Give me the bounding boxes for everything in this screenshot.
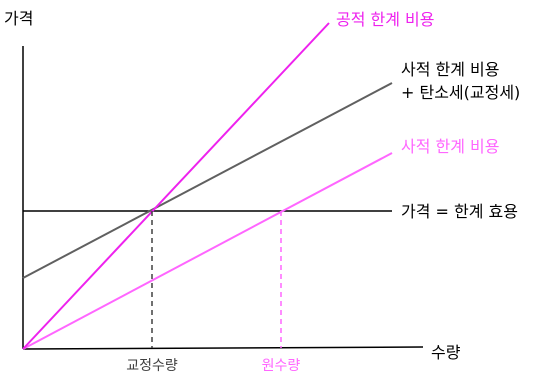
private-plus-tax-line <box>22 82 393 279</box>
original-quantity-label: 원수량 <box>262 358 301 374</box>
social-cost-line <box>22 22 330 350</box>
private-plus-tax-label-2: + 탄소세(교정세) <box>401 83 520 102</box>
x-axis <box>22 346 424 350</box>
x-axis-label: 수량 <box>431 343 461 362</box>
private-plus-tax-label-1: 사적 한계 비용 <box>401 60 500 79</box>
social-cost-label: 공적 한계 비용 <box>336 10 435 29</box>
y-axis-label: 가격 <box>4 9 33 28</box>
private-cost-label: 사적 한계 비용 <box>401 137 500 156</box>
price-label: 가격 = 한계 효용 <box>401 202 518 221</box>
corrected-quantity-label: 교정수량 <box>126 358 178 374</box>
private-cost-line <box>22 152 393 350</box>
